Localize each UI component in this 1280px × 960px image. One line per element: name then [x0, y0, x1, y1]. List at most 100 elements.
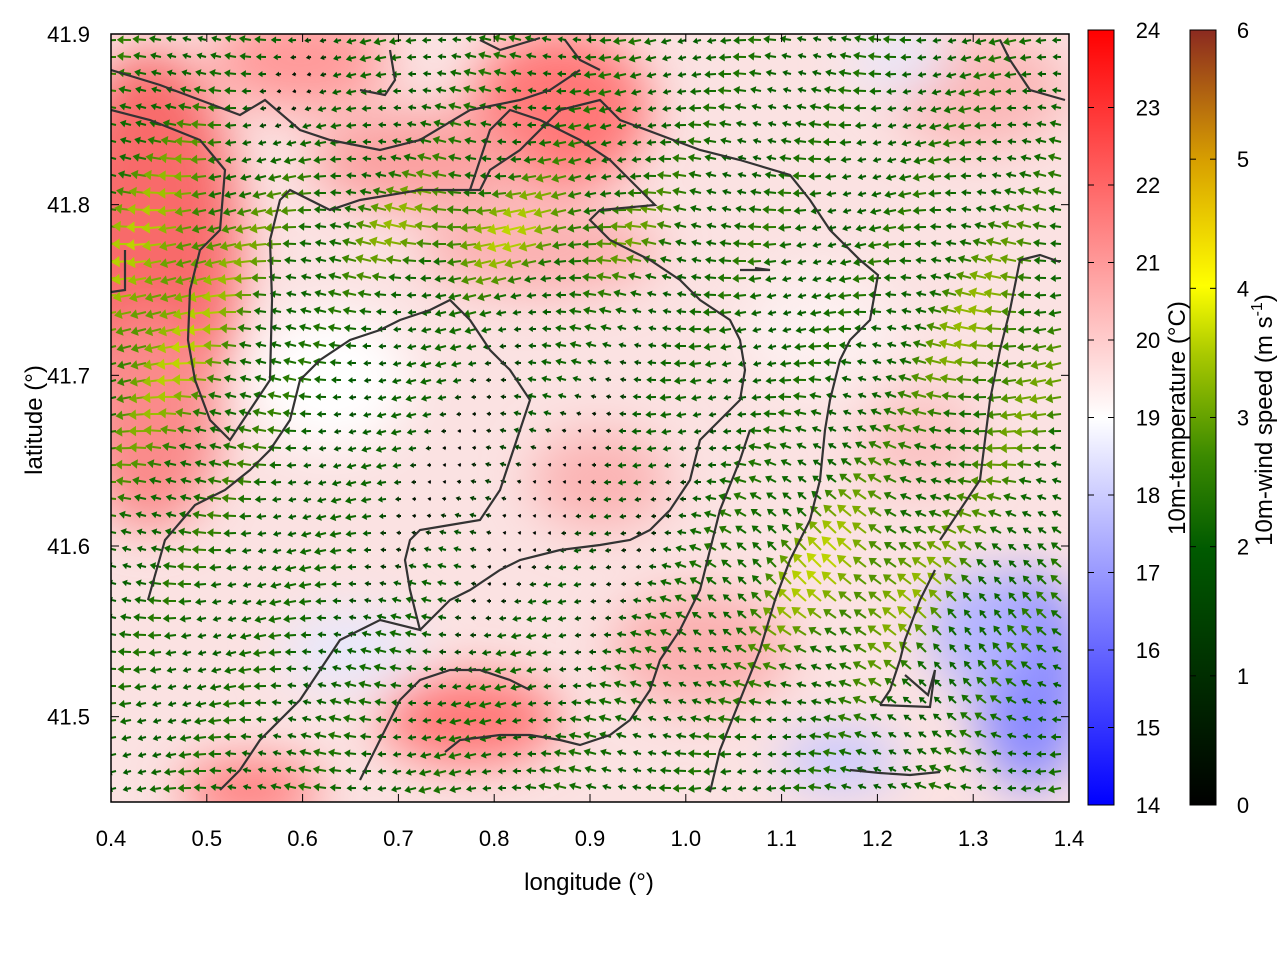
wind-arrow-shaft: [694, 190, 702, 194]
wind-arrow-head: [557, 581, 563, 588]
wind-arrow-shaft: [366, 632, 372, 636]
wind-arrow-head: [345, 341, 351, 350]
wind-arrow-head: [840, 35, 847, 43]
wind-arrow-head: [330, 681, 337, 689]
wind-arrow-head: [916, 54, 923, 61]
wind-arrow-shaft: [231, 566, 237, 569]
wind-arrow-shaft: [334, 224, 342, 228]
wind-arrow-head: [181, 69, 188, 77]
wind-arrow-shaft: [323, 90, 327, 93]
wind-arrow-shaft: [799, 411, 807, 415]
wind-arrow-shaft: [843, 89, 852, 92]
wind-arrow-head: [957, 541, 967, 550]
wind-arrow-head: [102, 361, 109, 370]
wind-arrow-shaft: [111, 122, 117, 126]
wind-arrow-head: [378, 121, 383, 128]
wind-arrow-shaft: [380, 447, 387, 451]
wind-arrow-shaft: [366, 174, 372, 177]
wind-arrow-shaft: [526, 192, 537, 197]
wind-arrow-head: [575, 513, 580, 519]
wind-arrow-head: [484, 478, 490, 485]
wind-arrow-head: [504, 258, 513, 269]
wind-arrow-shaft: [678, 157, 687, 160]
wind-arrow-shaft: [215, 54, 222, 58]
wind-arrow-head: [718, 525, 727, 534]
wind-arrow-head: [437, 614, 443, 621]
wind-arrow-head: [687, 120, 695, 129]
wind-arrow-shaft: [1023, 463, 1032, 466]
wind-arrow-shaft: [411, 667, 417, 670]
wind-arrow-head: [705, 577, 714, 584]
wind-arrow-head: [298, 340, 306, 349]
wind-arrow-head: [857, 375, 864, 383]
wind-arrow-head: [884, 525, 892, 533]
wind-arrow-shaft: [321, 498, 327, 502]
wind-arrow-head: [237, 323, 245, 333]
wind-arrow-head: [500, 598, 505, 604]
wind-arrow-shaft: [120, 294, 132, 298]
wind-arrow-head: [128, 409, 137, 420]
wind-arrow-shaft: [440, 89, 447, 92]
wind-arrow-shaft: [408, 259, 417, 262]
wind-arrow-shaft: [621, 158, 627, 161]
wind-arrow-head: [1005, 678, 1013, 686]
wind-arrow-head: [267, 173, 276, 182]
wind-arrow-shaft: [1023, 276, 1032, 279]
wind-arrow-shaft: [246, 549, 252, 552]
wind-arrow-shaft: [1055, 463, 1062, 466]
wind-arrow-head: [432, 135, 440, 145]
wind-arrow-shaft: [651, 124, 657, 127]
wind-arrow-head: [945, 222, 952, 230]
wind-arrow-shaft: [695, 276, 702, 279]
wind-arrow-head: [1047, 169, 1055, 179]
wind-arrow-head: [967, 304, 977, 316]
wind-arrow-head: [176, 119, 184, 129]
wind-arrow-shaft: [933, 141, 942, 145]
wind-arrow-head: [150, 545, 157, 553]
wind-arrow-head: [129, 442, 137, 453]
wind-arrow-shaft: [797, 575, 807, 585]
wind-arrow-head: [749, 608, 758, 617]
wind-arrow-head: [977, 575, 985, 583]
wind-arrow-head: [373, 37, 381, 46]
wind-arrow-head: [446, 240, 454, 250]
wind-arrow-head: [902, 105, 908, 112]
wind-arrow-shaft: [322, 481, 327, 484]
wind-arrow-shaft: [682, 56, 687, 59]
wind-arrow-shaft: [918, 428, 927, 432]
wind-arrow-head: [471, 445, 476, 451]
wind-arrow-head: [957, 392, 964, 402]
wind-arrow-head: [885, 307, 892, 315]
wind-arrow-shaft: [950, 612, 957, 619]
wind-arrow-head: [752, 541, 760, 549]
wind-arrow-head: [568, 307, 576, 316]
wind-arrow-shaft: [1038, 173, 1047, 177]
wind-arrow-shaft: [996, 562, 1002, 568]
wind-arrow-shaft: [140, 513, 147, 517]
wind-arrow-head: [332, 597, 338, 605]
wind-arrow-shaft: [396, 464, 402, 467]
wind-arrow-shaft: [499, 668, 507, 672]
wind-arrow-head: [224, 121, 231, 130]
wind-arrow-shaft: [136, 379, 147, 383]
wind-arrow-head: [660, 646, 668, 654]
wind-arrow-head: [517, 496, 522, 501]
wind-arrow-shaft: [1055, 613, 1062, 619]
wind-arrow-shaft: [845, 260, 852, 264]
wind-arrow-head: [271, 564, 278, 572]
wind-arrow-head: [499, 461, 505, 468]
wind-arrow-shaft: [830, 477, 837, 483]
wind-arrow-shaft: [499, 685, 507, 689]
wind-arrow-head: [527, 309, 533, 316]
wind-arrow-head: [662, 546, 668, 553]
wind-arrow-head: [342, 306, 350, 316]
wind-arrow-shaft: [830, 277, 837, 281]
wind-arrow-head: [766, 556, 775, 565]
wind-arrow-shaft: [814, 394, 822, 398]
wind-arrow-head: [174, 136, 183, 147]
wind-arrow-head: [302, 513, 308, 521]
wind-arrow-shaft: [1007, 223, 1017, 228]
wind-arrow-head: [111, 170, 112, 171]
wind-arrow-head: [915, 493, 922, 501]
wind-arrow-shaft: [185, 634, 192, 637]
